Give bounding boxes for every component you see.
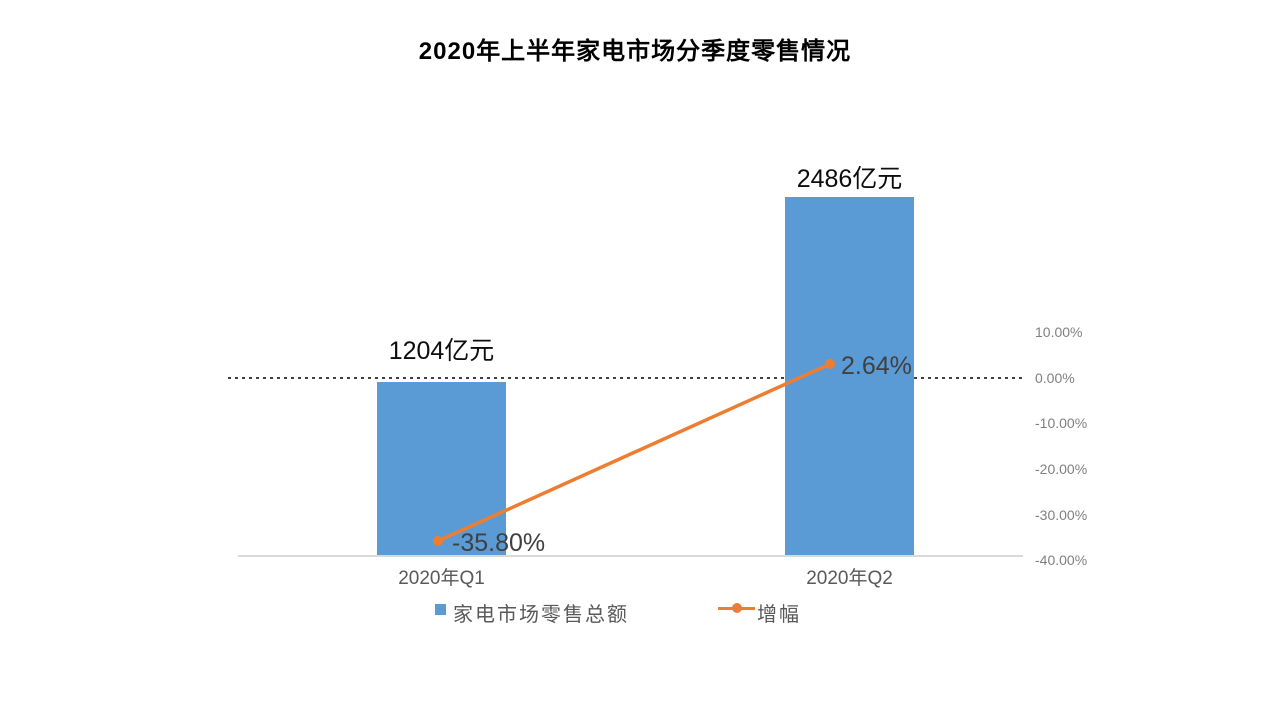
legend-bar-swatch-icon — [435, 604, 446, 615]
y2-tick-label: -20.00% — [1035, 461, 1088, 477]
growth-value-label-q2: 2.64% — [841, 352, 912, 380]
legend-line-swatch-icon — [718, 607, 755, 610]
legend-line-label: 增幅 — [757, 604, 801, 626]
y2-tick-label: 10.00% — [1035, 324, 1083, 340]
legend-bar-label: 家电市场零售总额 — [453, 604, 629, 626]
y2-tick-label: -30.00% — [1035, 507, 1088, 523]
y2-tick-label: -10.00% — [1035, 415, 1088, 431]
legend-line-marker-icon — [732, 603, 742, 613]
x-category-label-q2: 2020年Q2 — [806, 568, 893, 589]
bar-value-label-q2: 2486亿元 — [796, 165, 903, 193]
x-category-label-q1: 2020年Q1 — [398, 568, 485, 589]
chart-title: 2020年上半年家电市场分季度零售情况 — [418, 38, 852, 65]
growth-value-label-q1: -35.80% — [452, 529, 546, 557]
bar-value-label-q1: 1204亿元 — [388, 337, 495, 365]
y2-tick-label: -40.00% — [1035, 552, 1088, 568]
x-axis-line — [238, 555, 1023, 557]
y2-tick-label: 0.00% — [1035, 370, 1075, 386]
